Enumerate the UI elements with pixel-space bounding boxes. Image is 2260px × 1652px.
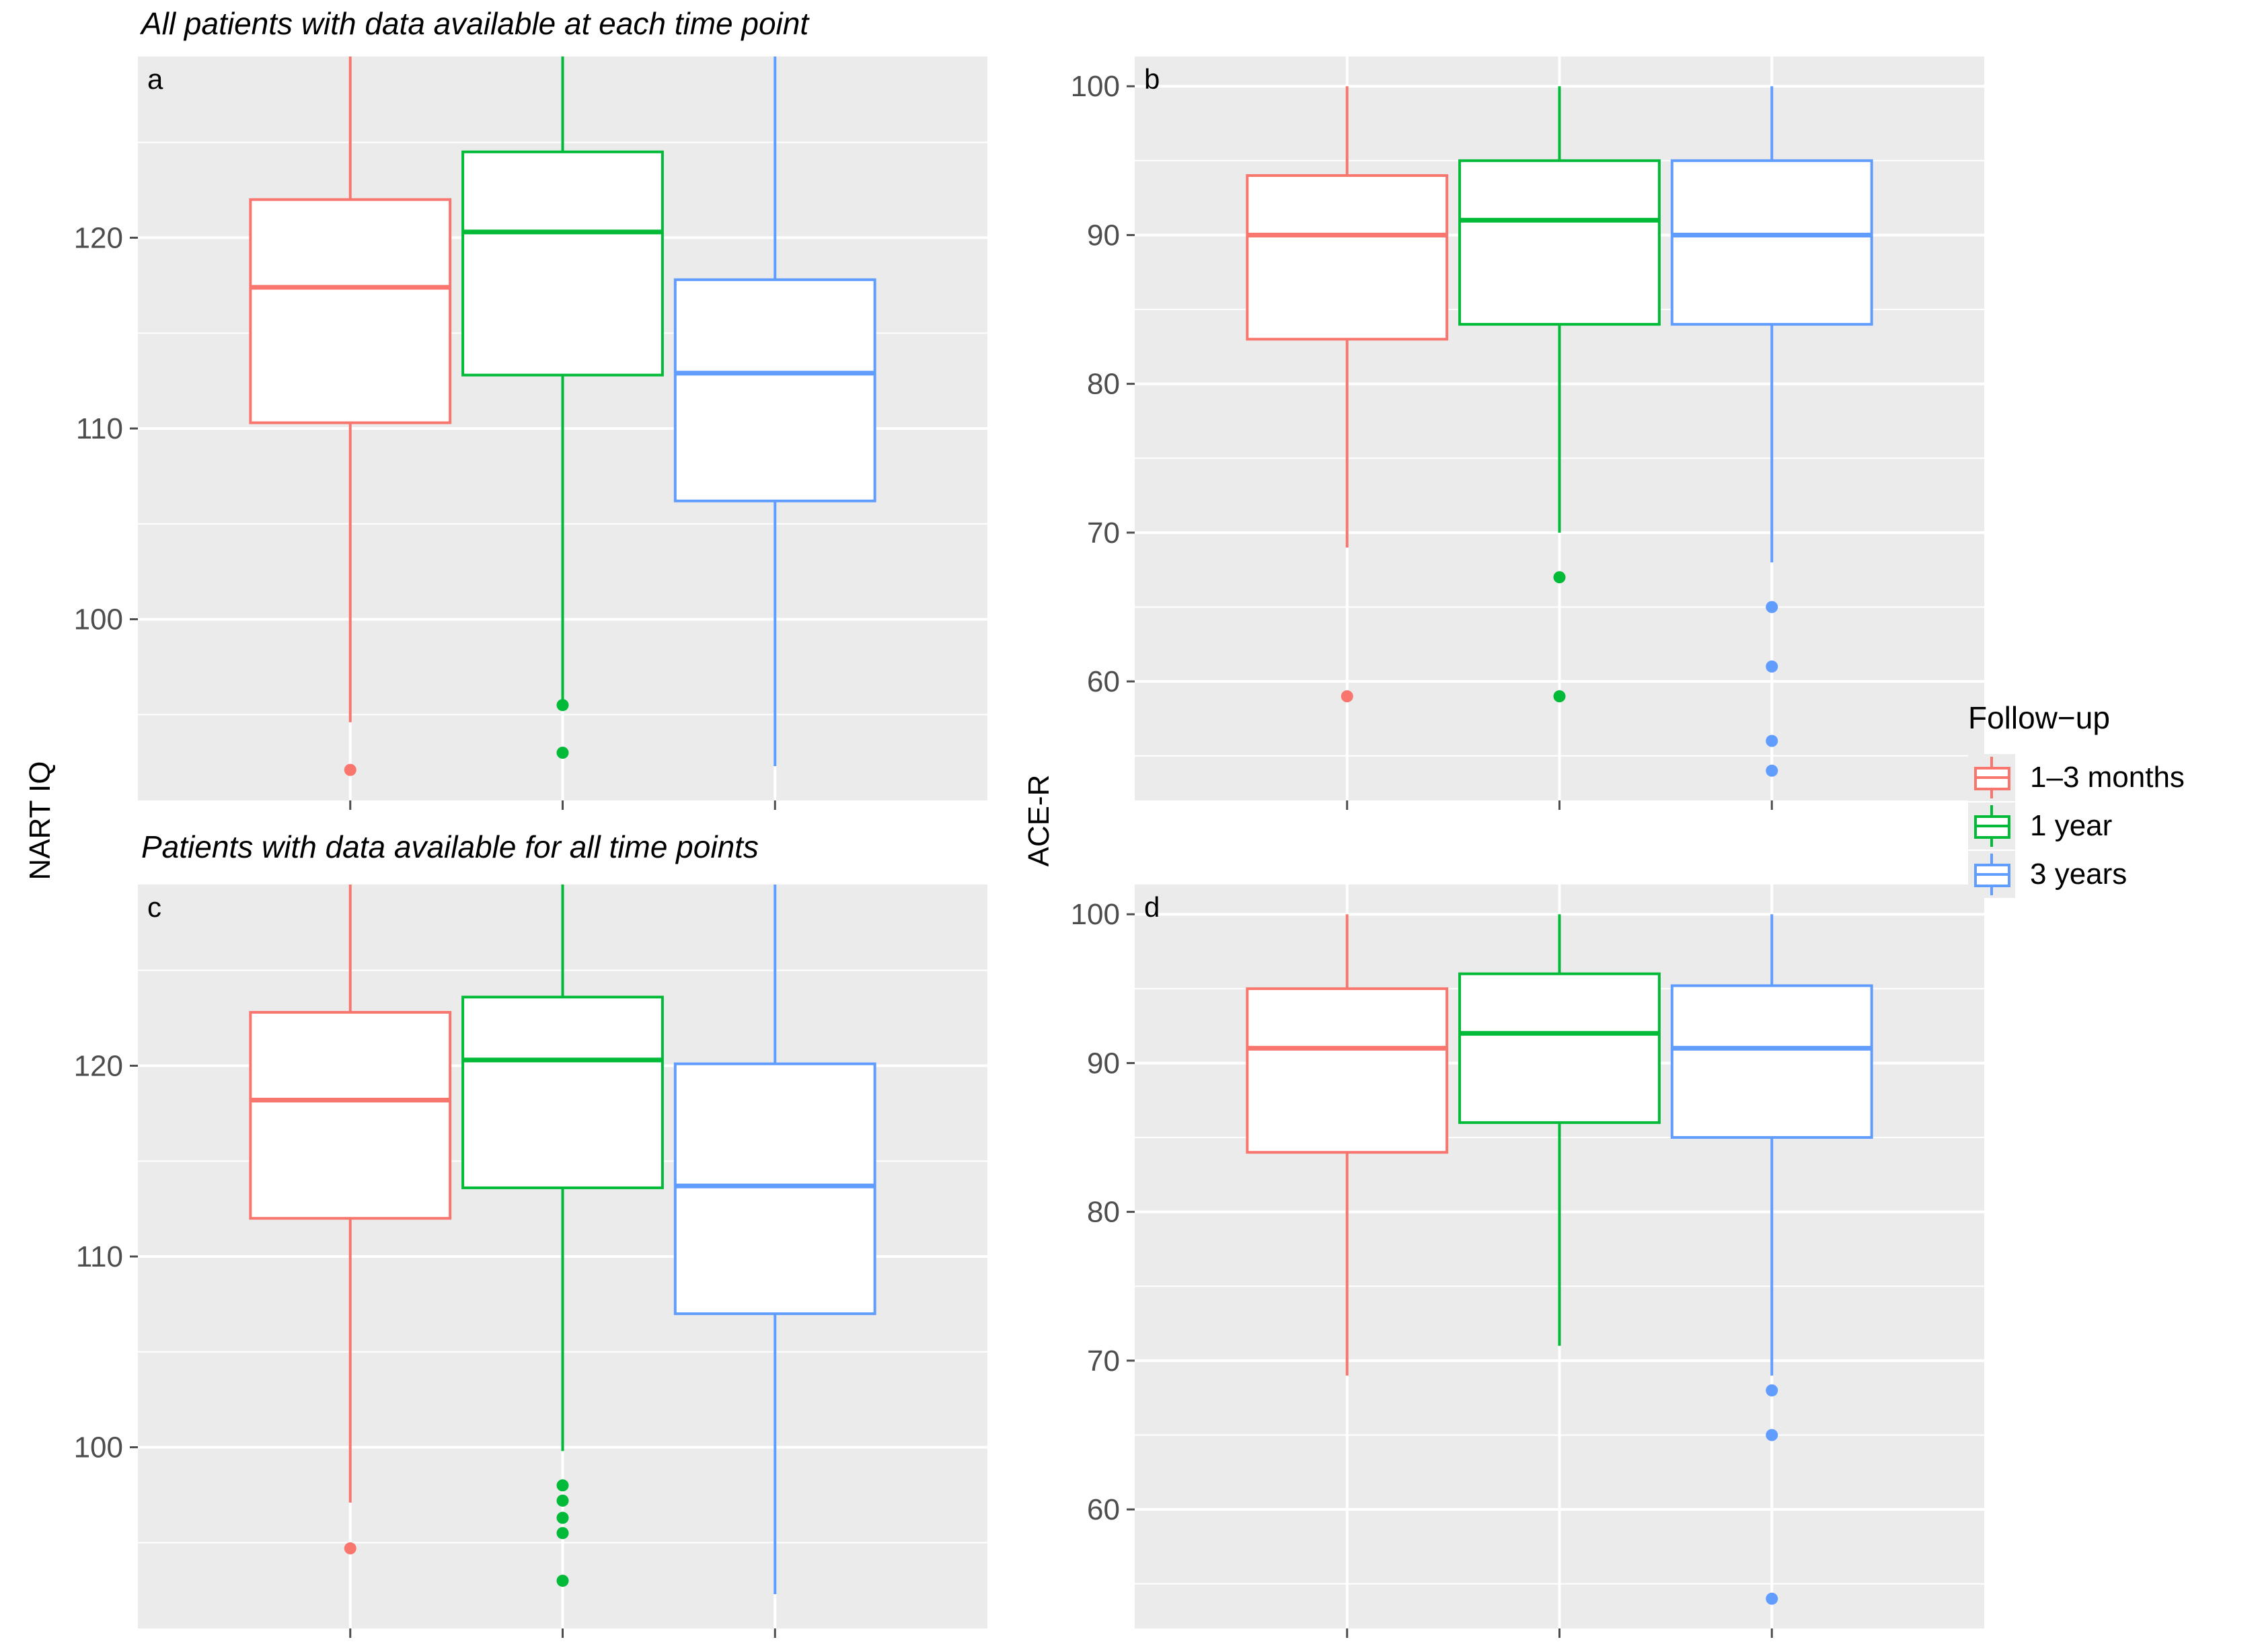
box-months	[249, 57, 452, 776]
panel-label: b	[1144, 63, 1160, 95]
outlier-point	[1766, 764, 1778, 777]
iqr-box	[1246, 174, 1449, 341]
outlier-point	[344, 763, 356, 776]
y-tick-label: 110	[76, 1240, 123, 1273]
iqr-box	[1458, 972, 1661, 1124]
box-3-years	[673, 57, 876, 766]
outlier-point	[556, 1511, 569, 1524]
panel-d: 60 70 80 90 100 d	[1071, 885, 1984, 1638]
outlier-point	[556, 1494, 569, 1507]
panel-label: a	[147, 63, 163, 95]
iqr-box	[461, 150, 664, 377]
legend-key-1-year	[1968, 802, 2015, 850]
y-tick-label: 100	[74, 1431, 123, 1464]
outlier-point	[1766, 1384, 1778, 1397]
outlier-point	[556, 1479, 569, 1492]
panel-b: 60 70 80 90 100 b	[1071, 57, 1984, 810]
outlier-point	[1766, 660, 1778, 673]
y-tick-label: 60	[1087, 665, 1120, 698]
box-1-year	[461, 57, 664, 759]
y-tick-label: 70	[1087, 517, 1120, 550]
outlier-point	[1766, 1592, 1778, 1605]
box-3-years	[1670, 86, 1873, 777]
y-tick-label: 100	[74, 603, 123, 636]
iqr-box	[1458, 159, 1661, 326]
box-months	[1246, 86, 1449, 703]
outlier-point	[1766, 735, 1778, 747]
outlier-point	[1553, 571, 1566, 584]
panel-label: d	[1144, 891, 1160, 923]
outlier-point	[1553, 690, 1566, 703]
iqr-box	[1670, 159, 1873, 326]
iqr-box	[461, 996, 664, 1189]
y-tick-label: 90	[1087, 219, 1120, 252]
y-tick-label: 80	[1087, 368, 1120, 401]
subtitle-bottom: Patients with data available for all tim…	[141, 829, 759, 864]
y-tick-label: 100	[1071, 898, 1120, 931]
box-1-year	[1458, 914, 1661, 1346]
box-3-years	[1670, 914, 1873, 1605]
subtitle-top: All patients with data available at each…	[141, 6, 809, 41]
y-tick-label: 90	[1087, 1047, 1120, 1080]
legend-item-months: 1–3 months	[1968, 753, 2185, 802]
y-axis-label-left: NART IQ	[24, 761, 57, 880]
legend-label-1-year: 1 year	[2030, 809, 2113, 842]
box-months	[249, 885, 452, 1554]
legend-title: Follow−up	[1968, 700, 2110, 735]
box-1-year	[461, 885, 664, 1587]
outlier-point	[556, 1575, 569, 1587]
panel-label: c	[147, 891, 161, 923]
iqr-box	[1670, 984, 1873, 1139]
outlier-point	[1341, 690, 1353, 703]
legend-item-1-year: 1 year	[1968, 802, 2185, 850]
legend-label-months: 1–3 months	[2030, 761, 2185, 794]
y-tick-label: 110	[76, 412, 123, 445]
iqr-box	[249, 1011, 452, 1220]
y-tick-label: 120	[74, 1049, 123, 1082]
outlier-point	[344, 1542, 356, 1554]
iqr-box	[673, 278, 876, 502]
outlier-point	[556, 747, 569, 759]
legend: Follow−up 1–3 months 1 year 3 years	[1968, 700, 2185, 899]
legend-key-3-years	[1968, 851, 2015, 898]
y-tick-label: 100	[1071, 70, 1120, 103]
iqr-box	[1246, 987, 1449, 1154]
panel-c: 100 110 120 c	[74, 885, 987, 1638]
iqr-box	[249, 198, 452, 424]
outlier-point	[556, 1527, 569, 1540]
outlier-point	[1766, 1429, 1778, 1441]
y-tick-label: 120	[74, 221, 123, 254]
outlier-point	[556, 699, 569, 712]
box-months	[1246, 914, 1449, 1376]
outlier-point	[1766, 601, 1778, 613]
y-tick-label: 80	[1087, 1196, 1120, 1229]
box-3-years	[673, 885, 876, 1594]
box-1-year	[1458, 86, 1661, 703]
legend-item-3-years: 3 years	[1968, 850, 2185, 899]
y-tick-label: 60	[1087, 1493, 1120, 1526]
legend-label-3-years: 3 years	[2030, 858, 2127, 891]
legend-key-months	[1968, 754, 2015, 801]
iqr-box	[673, 1062, 876, 1316]
y-tick-label: 70	[1087, 1345, 1120, 1378]
y-axis-label-right: ACE-R	[1022, 774, 1055, 867]
panel-a: 100 110 120 a	[74, 57, 987, 810]
